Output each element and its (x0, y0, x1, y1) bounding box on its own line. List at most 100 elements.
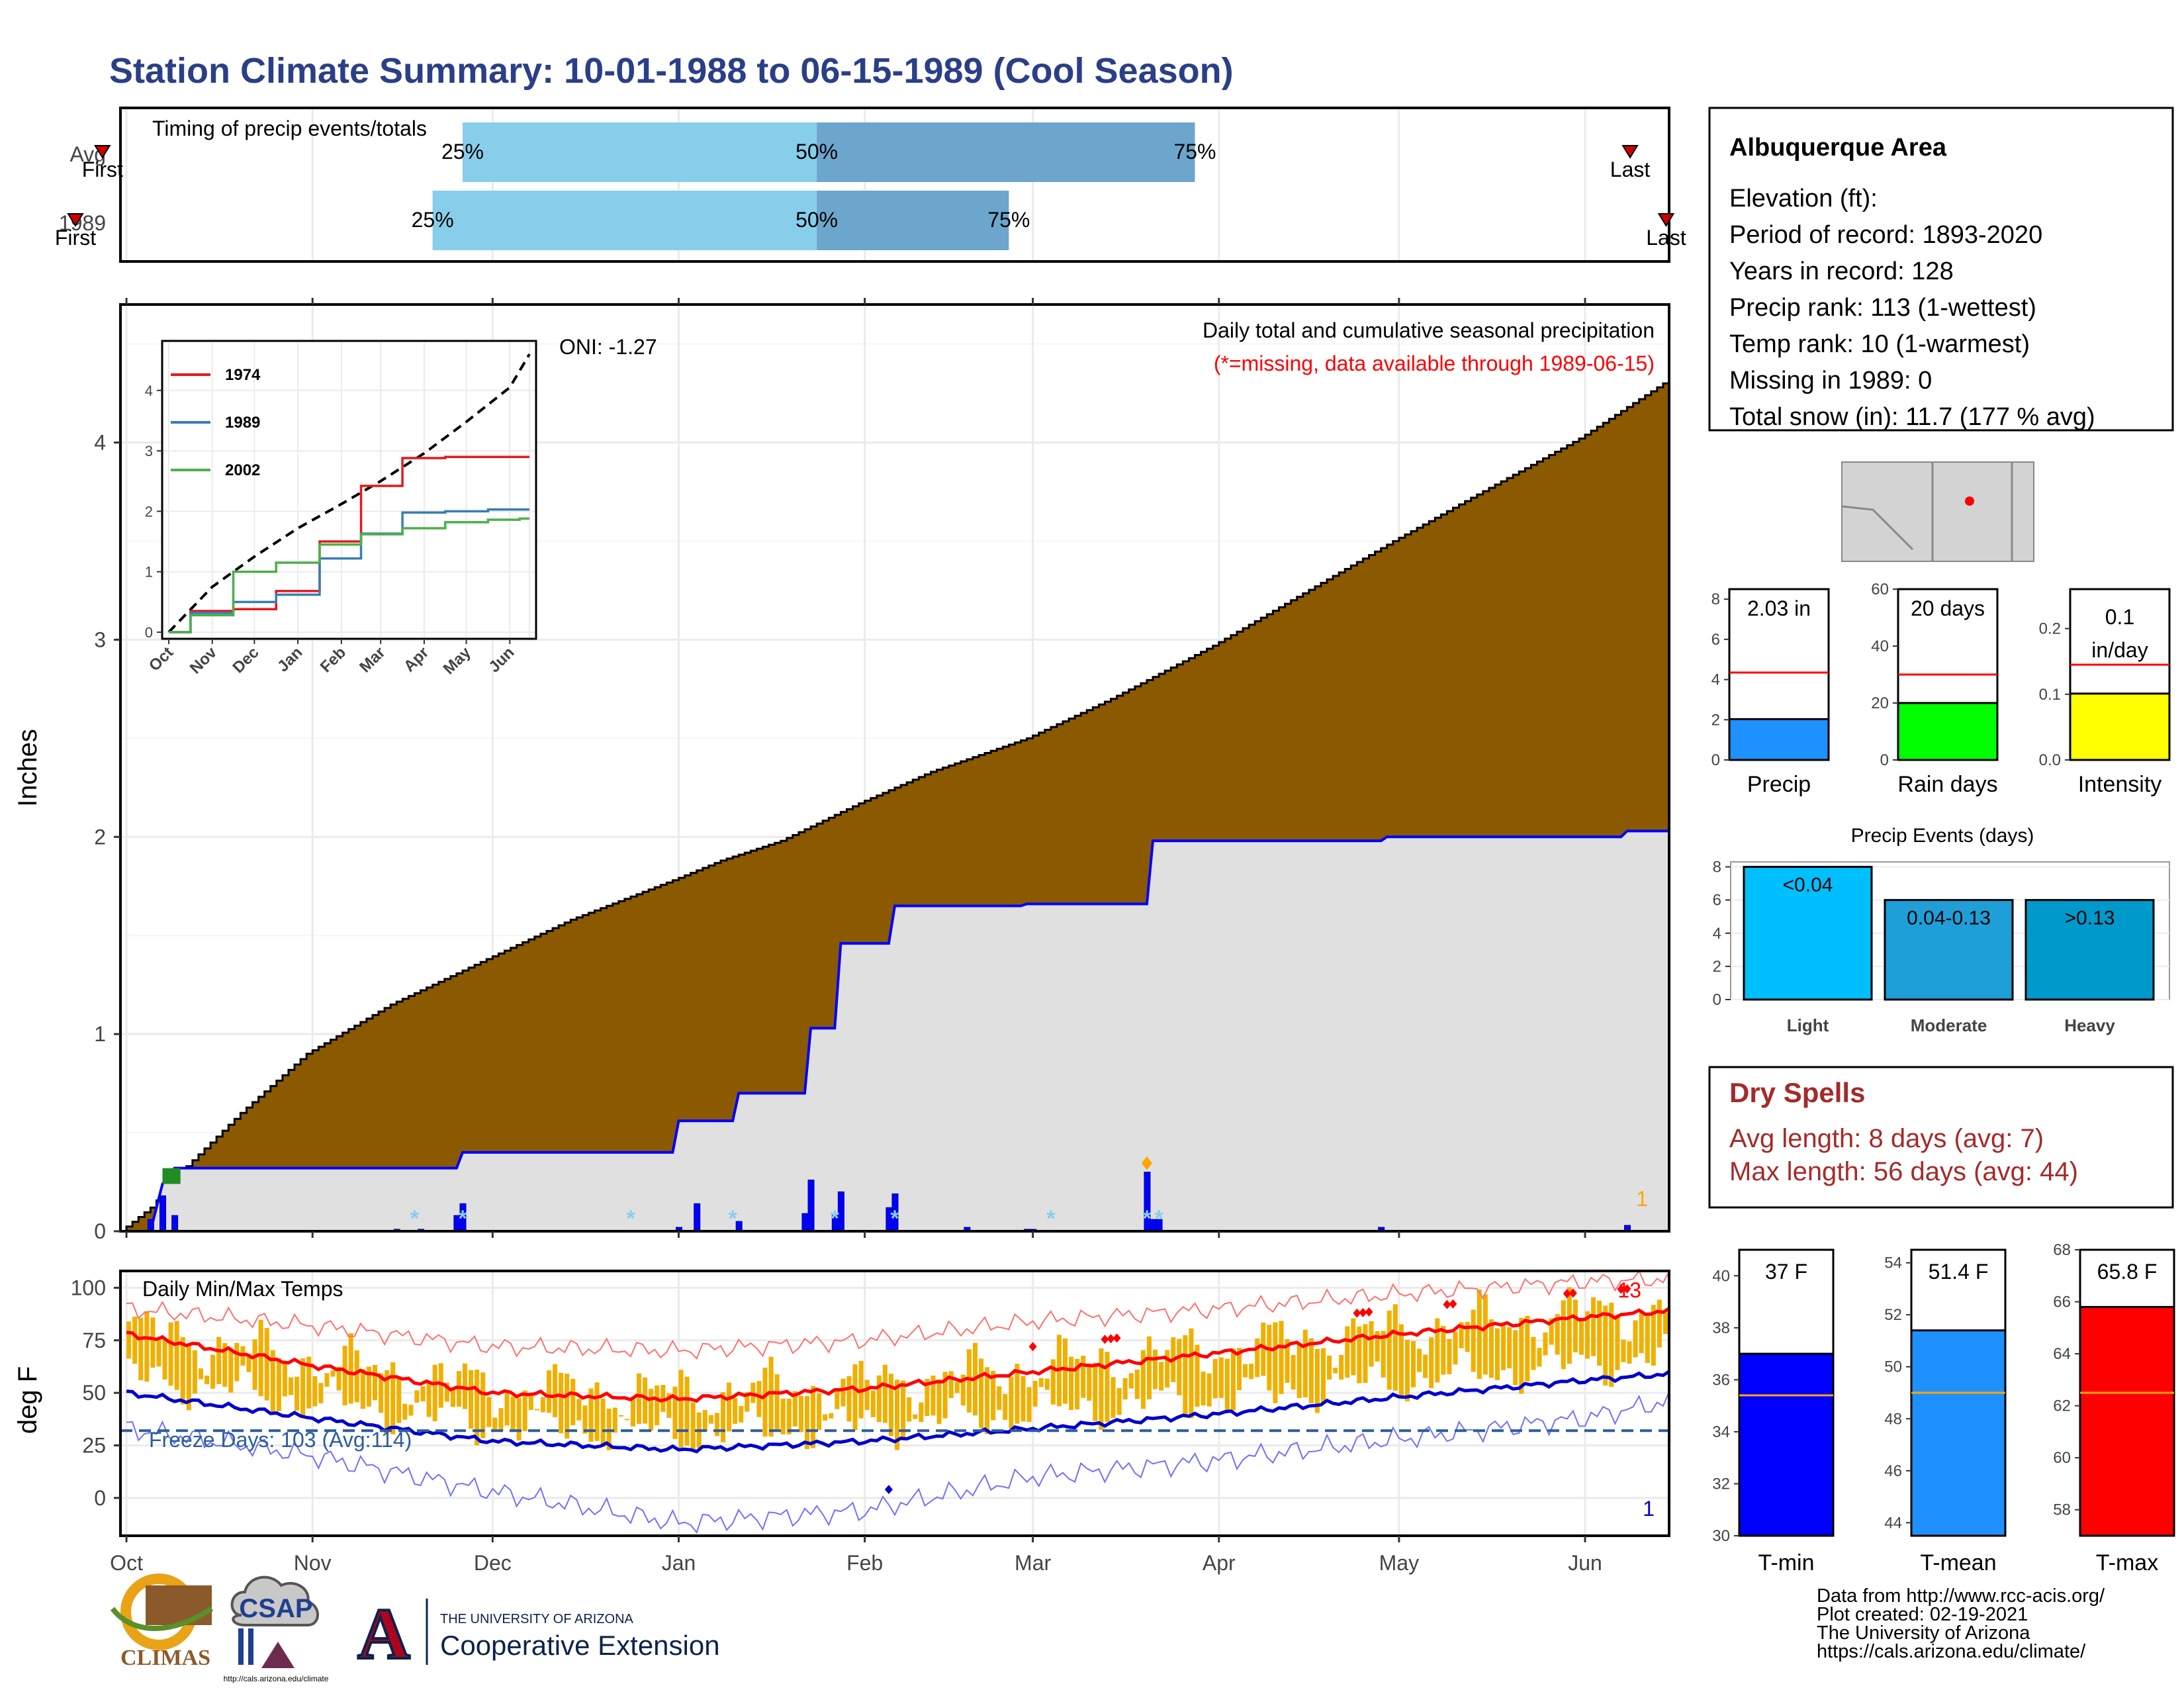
daily-temp-range-bar (216, 1336, 222, 1384)
daily-temp-range-bar (1201, 1372, 1206, 1406)
daily-temp-range-bar (991, 1370, 996, 1421)
daily-temp-range-bar (702, 1410, 707, 1432)
daily-precip-bar (147, 1219, 154, 1232)
daily-precip-bar (801, 1213, 809, 1232)
daily-temp-range-bar (1591, 1297, 1596, 1356)
precip-ylabel: Inches (13, 729, 42, 807)
daily-temp-range-bar (1494, 1328, 1500, 1380)
daily-temp-range-bar (1153, 1349, 1158, 1389)
temp-count-low: 1 (1643, 1497, 1655, 1521)
daily-temp-range-bar (727, 1382, 732, 1432)
daily-temp-range-bar (1212, 1359, 1218, 1399)
daily-temp-range-bar (1662, 1312, 1668, 1335)
precip-ytick-label: 1 (94, 1022, 106, 1046)
csap-url: http://cals.arizona.edu/climate (224, 1674, 329, 1683)
temp-summary-value-label: 65.8 F (2097, 1260, 2158, 1284)
credit-line-2: Plot created: 02-19-2021 (1817, 1604, 2028, 1625)
daily-temp-range-bar (817, 1393, 822, 1430)
timing-bar-lower (432, 191, 817, 250)
record-high-marker (1107, 1334, 1115, 1344)
ua-extension: Cooperative Extension (440, 1630, 720, 1661)
month-label: Mar (1015, 1551, 1051, 1575)
daily-temp-range-bar (516, 1397, 522, 1441)
daily-temp-range-bar (480, 1372, 486, 1438)
daily-temp-range-bar (600, 1398, 606, 1448)
daily-temp-range-bar (1597, 1300, 1602, 1366)
mini-bar-value-label: 0.1 (2105, 605, 2134, 629)
timing-first-label: First (82, 158, 123, 181)
daily-temp-range-bar (1465, 1321, 1470, 1352)
daily-temp-range-bar (612, 1407, 617, 1433)
timing-first-marker (67, 213, 84, 227)
timing-last-marker (1621, 145, 1639, 159)
daily-temp-range-bar (684, 1376, 690, 1446)
mini-bar-label: Precip (1747, 772, 1811, 797)
daily-temp-range-bar (390, 1362, 396, 1434)
daily-temp-range-bar (1009, 1376, 1014, 1429)
event-bar (1743, 866, 1873, 1001)
mini-bar-tick-label: 20 (1871, 694, 1889, 712)
ua-logo: A THE UNIVERSITY OF ARIZONA Cooperative … (356, 1592, 720, 1675)
daily-temp-range-bar (385, 1370, 390, 1434)
record-high-marker (1443, 1299, 1451, 1309)
daily-temp-range-bar (469, 1370, 474, 1429)
daily-temp-range-bar (714, 1413, 719, 1436)
event-bar-category: Moderate (1911, 1015, 1987, 1035)
station-info-line: Period of record: 1893-2020 (1729, 221, 2042, 249)
inset-series-2002 (169, 517, 529, 633)
timing-p50-label: 50% (796, 140, 838, 164)
daily-temp-range-bar (1645, 1313, 1650, 1364)
mini-bar-value (1897, 702, 1999, 761)
daily-temp-range-bar (1177, 1338, 1182, 1395)
daily-temp-range-bar (1572, 1299, 1578, 1352)
daily-temp-range-bar (1285, 1338, 1290, 1383)
daily-temp-range-bar (559, 1373, 564, 1434)
daily-temp-range-bar (1140, 1350, 1146, 1409)
daily-temp-range-bar (414, 1390, 420, 1403)
temp-summary-bars: 37 F 30 32 34 36 38 40 T-min 51.4 F 44 46 48 50 52 54 T… (1712, 1241, 2175, 1575)
daily-temp-range-bar (690, 1402, 696, 1450)
daily-temp-range-bar (985, 1367, 990, 1434)
temp-summary-tick-label: 48 (1884, 1410, 1902, 1428)
daily-temp-range-bar (835, 1390, 840, 1409)
event-bar-range: 0.04-0.13 (1907, 908, 1991, 929)
daily-temp-range-bar (246, 1353, 251, 1372)
timing-p75-label: 75% (987, 208, 1030, 232)
daily-temp-range-bar (739, 1405, 744, 1423)
daily-precip-bar (807, 1180, 815, 1232)
record-high-marker (1569, 1288, 1577, 1298)
daily-temp-range-bar (324, 1373, 330, 1387)
record-high-marker (1623, 1284, 1631, 1293)
daily-temp-range-bar (312, 1376, 318, 1407)
timing-first-marker (94, 145, 111, 159)
credit-line-4: https://cals.arizona.edu/climate/ (1817, 1641, 2086, 1662)
daily-temp-range-bar (192, 1350, 197, 1394)
mini-bar-tick-label: 0.1 (2039, 686, 2061, 704)
daily-temp-range-bar (228, 1348, 234, 1393)
mini-bar-value (2069, 692, 2171, 761)
daily-temp-range-bar (1003, 1393, 1008, 1420)
month-label: Oct (110, 1551, 143, 1575)
daily-temp-range-bar (925, 1379, 930, 1417)
daily-precip-bar (694, 1203, 701, 1232)
daily-temp-range-bar (594, 1382, 600, 1441)
daily-temp-range-bar (156, 1338, 161, 1367)
daily-temp-range-bar (846, 1376, 852, 1422)
daily-temp-range-bar (774, 1374, 780, 1430)
month-label: Jan (662, 1551, 696, 1575)
event-bar-category: Heavy (2064, 1015, 2115, 1035)
daily-temp-range-bar (198, 1368, 203, 1380)
missing-day-marker: * (410, 1206, 420, 1231)
mini-bar-tick-label: 2 (1711, 711, 1720, 729)
daily-temp-range-bar (1519, 1317, 1524, 1394)
daily-temp-range-bar (174, 1321, 179, 1390)
daily-temp-range-bar (330, 1370, 336, 1377)
mini-bar-tick-label: 0 (1711, 751, 1720, 769)
timing-first-label: First (55, 226, 96, 250)
month-label: May (1379, 1551, 1419, 1575)
csap-wordmark: CSAP (239, 1594, 312, 1623)
temp-summary-tick-label: 46 (1884, 1462, 1902, 1480)
station-info-line: Precip rank: 113 (1-wettest) (1729, 294, 2036, 322)
daily-temp-range-bar (1255, 1338, 1260, 1378)
daily-temp-range-bar (1165, 1350, 1170, 1388)
